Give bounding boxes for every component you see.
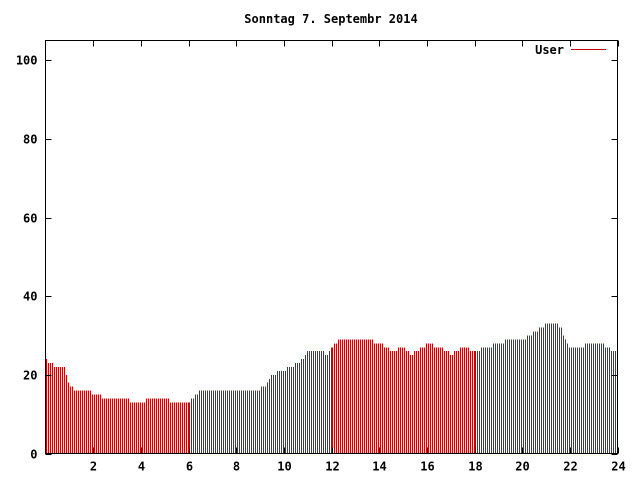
y-tick-label: 100	[16, 54, 38, 68]
x-tick-label: 6	[186, 460, 193, 474]
x-tick-label: 14	[372, 460, 386, 474]
y-tick-label: 60	[23, 212, 37, 226]
x-axis: 2 4 6 8 10 12 14 16 18 20 22 24	[90, 40, 626, 474]
plot-border	[45, 40, 618, 454]
x-tick-label: 4	[138, 460, 145, 474]
x-tick-label: 20	[515, 460, 529, 474]
x-tick-label: 24	[611, 460, 625, 474]
x-tick-label: 10	[277, 460, 291, 474]
x-tick-label: 22	[563, 460, 577, 474]
y-tick-label: 20	[23, 369, 37, 383]
y-tick-label: 80	[23, 133, 37, 147]
data-series-user	[46, 323, 618, 454]
chart-title: Sonntag 7. Septembr 2014	[244, 12, 417, 26]
y-axis: 0 20 40 60 80 100	[16, 54, 618, 462]
x-tick-label: 2	[90, 460, 97, 474]
x-tick-label: 8	[233, 460, 240, 474]
legend: User	[535, 43, 606, 57]
x-tick-label: 16	[420, 460, 434, 474]
y-tick-label: 40	[23, 290, 37, 304]
x-tick-label: 18	[468, 460, 482, 474]
x-tick-label: 12	[325, 460, 339, 474]
legend-label-user: User	[535, 43, 564, 57]
y-tick-label: 0	[30, 448, 37, 462]
